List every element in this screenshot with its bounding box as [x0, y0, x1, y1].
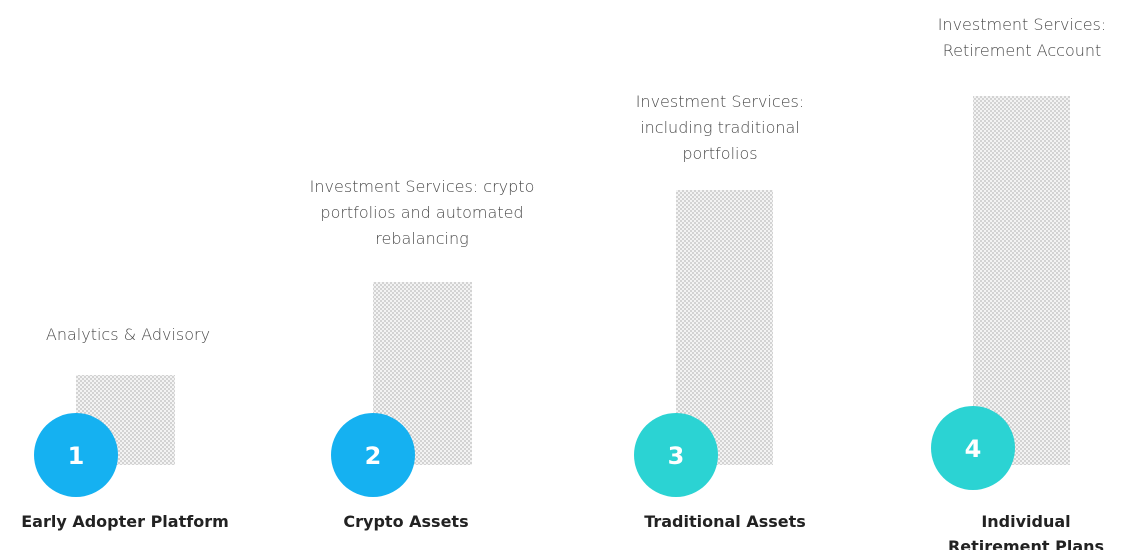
step-circle: [931, 406, 1015, 490]
step-number: 3: [668, 442, 685, 470]
step-label: Retirement Plans: [948, 537, 1104, 550]
step-description: Investment Services:: [636, 92, 805, 111]
step: 2 Investment Services: crypto portfolios a…: [310, 177, 535, 531]
step-description: rebalancing: [375, 229, 468, 248]
step-description: Investment Services: crypto: [310, 177, 535, 196]
step: 1 Analytics & Advisory Early Adopter Platf…: [21, 325, 229, 531]
step-circle: [34, 413, 118, 497]
step-circle: [634, 413, 718, 497]
step-label: Early Adopter Platform: [21, 512, 229, 531]
step: 3 Investment Services: including tradition…: [634, 92, 806, 531]
step-number: 1: [68, 442, 85, 470]
step-label: Individual: [981, 512, 1070, 531]
step-description: Retirement Account: [943, 41, 1102, 60]
step-description: Investment Services:: [938, 15, 1107, 34]
step-description: including traditional: [640, 118, 800, 137]
step-number: 4: [965, 435, 982, 463]
step: 4 Investment Services: Retirement Account I…: [931, 15, 1106, 550]
step-bar: [973, 96, 1070, 465]
step-number: 2: [365, 442, 382, 470]
step-label: Crypto Assets: [343, 512, 468, 531]
step-description: Analytics & Advisory: [46, 325, 210, 344]
step-description: portfolios: [682, 144, 757, 163]
step-description: portfolios and automated: [320, 203, 523, 222]
step-label: Traditional Assets: [644, 512, 806, 531]
step-circle: [331, 413, 415, 497]
